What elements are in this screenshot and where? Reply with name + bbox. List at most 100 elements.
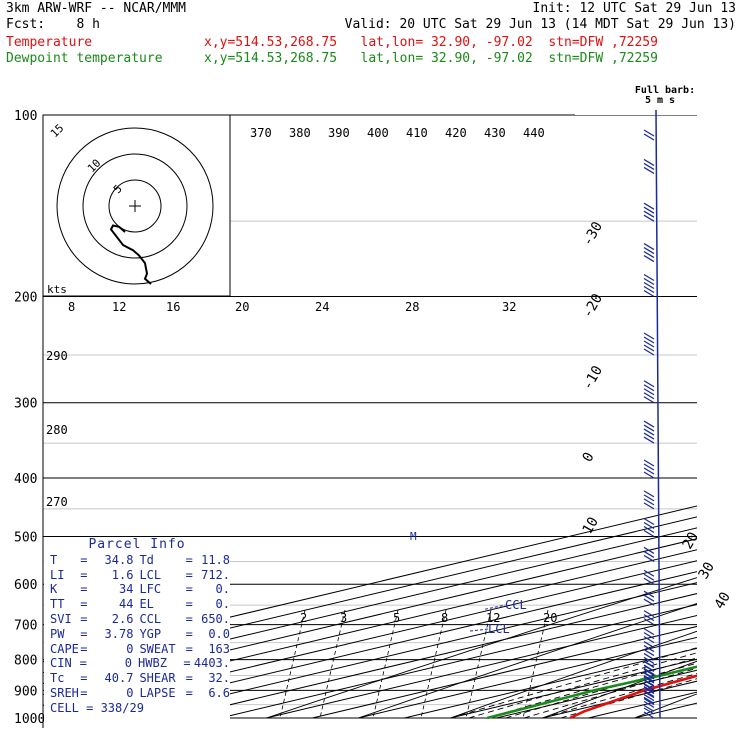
- mixing-ratio-label: 3: [340, 611, 347, 625]
- mixing-ratio-line: [420, 609, 447, 719]
- wind-barb: [643, 459, 655, 467]
- theta-e-label: 440: [523, 126, 545, 140]
- speed-tick: 20: [235, 300, 249, 314]
- wind-barb: [643, 676, 655, 684]
- dewpoint-profile: [486, 665, 697, 720]
- wind-barb: [643, 683, 655, 691]
- cell-motion: CELL = 338/29: [50, 700, 144, 715]
- parcel-field: 6.6: [208, 685, 230, 700]
- temperature-legend: Temperature: [6, 35, 93, 50]
- wind-barb: [643, 628, 655, 636]
- wind-barb: [643, 494, 655, 502]
- parcel-row: SVI = 2.6 CCL = 650.: [44, 612, 230, 627]
- moist-adiabat: [542, 672, 697, 719]
- dewpoint-location: x,y=514.53,268.75 lat,lon= 32.90, -97.02…: [204, 51, 658, 66]
- pressure-label: 900: [14, 684, 37, 699]
- parcel-field: =: [183, 656, 191, 671]
- temperature-profile: [569, 674, 697, 720]
- wind-barb: [643, 384, 655, 392]
- wind-barb: [643, 471, 655, 479]
- isotherm-line: [43, 560, 697, 717]
- speed-tick: 16: [166, 300, 180, 314]
- wind-barb: [643, 594, 655, 602]
- wind-barb: [643, 664, 655, 672]
- parcel-field: =: [185, 597, 193, 612]
- init-time: Init: 12 UTC Sat 29 Jun 13: [532, 1, 737, 16]
- parcel-field: CCL: [139, 611, 162, 626]
- parcel-field: =: [80, 671, 88, 686]
- dewpoint-legend: Dewpoint temperature: [6, 51, 163, 66]
- isotherm-line: [43, 516, 697, 674]
- wind-barb: [643, 649, 655, 657]
- wind-barb: [643, 162, 655, 170]
- dry-adiabat: [542, 660, 697, 719]
- parcel-field: =: [80, 611, 88, 626]
- wind-barb: [643, 694, 655, 702]
- parcel-field: 11.8: [201, 552, 230, 567]
- parcel-field: 32.: [208, 671, 230, 686]
- parcel-field: =: [80, 567, 88, 582]
- wind-barb: [643, 490, 655, 498]
- theta-label: 290: [46, 349, 68, 363]
- isotherm-label: -10: [580, 363, 607, 393]
- isotherm-line: [634, 702, 697, 719]
- wind-barb: [643, 525, 655, 533]
- pressure-label: 300: [14, 397, 37, 412]
- dry-adiabat: [634, 693, 697, 719]
- isotherm-line: [128, 582, 697, 719]
- parcel-field: =: [80, 641, 88, 656]
- parcel-field: 0.: [215, 597, 230, 612]
- parcel-field: 4403.: [193, 656, 230, 671]
- parcel-field: SVI: [50, 611, 72, 626]
- wind-barb: [643, 436, 655, 444]
- wind-barb: [643, 641, 655, 649]
- wind-barb: [643, 290, 655, 298]
- parcel-field: =: [185, 611, 193, 626]
- isotherm-label: 30: [696, 559, 718, 582]
- wind-barb: [643, 498, 655, 506]
- isotherm-label: 0: [580, 450, 598, 465]
- pressure-label: 600: [14, 578, 37, 593]
- ccl-marker: [484, 604, 506, 610]
- parcel-field: =: [80, 582, 88, 597]
- cell-marker: M: [410, 530, 417, 543]
- isotherm-line: [220, 604, 697, 719]
- pressure-label: 100: [14, 109, 37, 124]
- wind-barb: [643, 278, 655, 286]
- parcel-field: 0: [124, 656, 133, 671]
- dry-adiabat: [450, 630, 697, 719]
- forecast-hour: Fcst: 8 h: [6, 17, 100, 32]
- wind-barb: [643, 546, 655, 554]
- parcel-field: 34: [119, 582, 134, 597]
- wind-barb: [643, 380, 655, 388]
- wind-barb: [643, 129, 655, 137]
- parcel-field: 712.: [201, 567, 230, 582]
- parcel-field: 3.78: [104, 626, 134, 641]
- wind-barb: [643, 683, 655, 691]
- parcel-field: =: [80, 626, 88, 641]
- speed-tick: 24: [315, 300, 329, 314]
- wind-barb: [643, 158, 655, 166]
- wind-barb: [643, 463, 655, 471]
- parcel-row: PW = 3.78 YGP = 0.0: [44, 627, 230, 642]
- parcel-field: SREH: [50, 685, 79, 700]
- wind-barb: [643, 573, 655, 581]
- wind-barb: [643, 428, 655, 436]
- parcel-row: LI = 1.6 LCL = 712.: [44, 568, 230, 583]
- parcel-field: =: [80, 685, 88, 700]
- pressure-label: 200: [14, 291, 37, 306]
- mixing-ratio-line: [465, 609, 492, 719]
- wind-barb: [643, 202, 655, 210]
- parcel-field: =: [185, 552, 193, 567]
- wind-barb: [643, 707, 655, 715]
- parcel-field: LI: [50, 567, 65, 582]
- wind-barb: [643, 396, 655, 404]
- parcel-field: =: [80, 597, 88, 612]
- wind-barb: [643, 247, 655, 255]
- wind-barb: [643, 660, 655, 668]
- wind-barb: [643, 690, 655, 698]
- barb-legend-title: Full barb:: [635, 85, 695, 96]
- parcel-field: =: [185, 671, 193, 686]
- parcel-field: 40.7: [104, 671, 134, 686]
